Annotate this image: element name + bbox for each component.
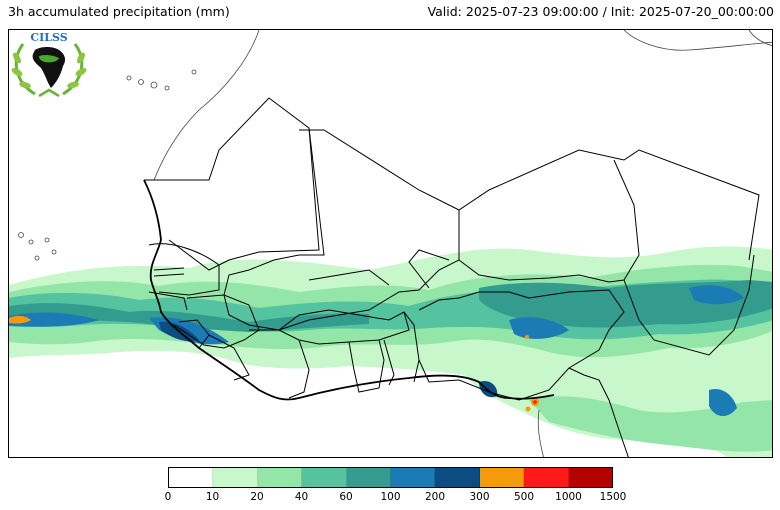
map-title: 3h accumulated precipitation (mm): [8, 4, 230, 19]
coastline-med-east: [748, 30, 772, 46]
sahel-highlight: [39, 54, 59, 63]
colorbar-tick-label: 60: [339, 491, 353, 503]
cape-verde-4: [34, 255, 40, 261]
precip-cell-niger-east: [689, 285, 744, 305]
coastline-cameroon-south: [537, 409, 544, 457]
cape-verde-3: [44, 237, 50, 243]
colorbar-swatch: [257, 468, 303, 487]
cape-verde-2: [28, 239, 34, 245]
border-algeria-south: [299, 129, 760, 261]
cilss-logo: CILSS: [11, 31, 87, 98]
precip-cell-offshore-west: [9, 315, 31, 324]
colorbar-swatch: [479, 468, 525, 487]
border-gambia: [153, 267, 185, 277]
border-sierra-leone: [178, 319, 210, 349]
coastlines: [18, 30, 772, 457]
colorbar-swatch: [169, 468, 214, 487]
canary-island-3: [150, 81, 158, 89]
valid-init-label: Valid: 2025-07-23 09:00:00 / Init: 2025-…: [427, 4, 774, 19]
canary-island-4: [164, 85, 170, 91]
colorbar-swatch: [524, 468, 569, 487]
border-senegal: [148, 243, 220, 296]
precip-cell-south: [529, 396, 772, 452]
border-guinea: [173, 294, 260, 349]
border-ivory-coast: [249, 329, 310, 399]
canary-island-5: [191, 69, 197, 75]
colorbar: [168, 467, 613, 488]
border-chad: [623, 254, 755, 356]
border-cameroon: [568, 367, 629, 457]
precip-peak-cameroon: [533, 400, 537, 404]
cape-verde-5: [51, 249, 57, 255]
colorbar-swatch: [213, 468, 258, 487]
laurel-leaves: [11, 52, 87, 89]
canary-island-2: [138, 79, 144, 85]
precip-cell-cameroon-2: [525, 406, 531, 412]
canary-island-1: [126, 75, 132, 81]
colorbar-tick-label: 1500: [599, 491, 627, 503]
colorbar-tick-label: 40: [294, 491, 309, 503]
colorbar-tick-label: 20: [250, 491, 264, 503]
coastline-north-east: [623, 30, 772, 51]
precipitation-map: CILSS: [8, 29, 773, 458]
colorbar-swatch: [391, 468, 436, 487]
colorbar-tick-label: 100: [380, 491, 401, 503]
border-togo-benin: [383, 311, 420, 386]
border-mali-inner: [308, 269, 390, 286]
precip-cell-coast-west: [9, 312, 99, 327]
precip-cell-chad-south: [709, 388, 737, 417]
country-borders: [144, 97, 760, 457]
colorbar-swatch: [568, 468, 613, 487]
border-niger-inner: [408, 249, 450, 289]
map-canvas: [9, 30, 772, 457]
colorbar-tick-label: 300: [469, 491, 490, 503]
precip-band-60-100: [9, 303, 369, 332]
colorbar-swatch: [302, 468, 347, 487]
ribbon: [38, 88, 60, 98]
colorbar-tick-label: 500: [513, 491, 535, 503]
colorbar-tick-labels: 0 10 20 40 60 100 200 300 500 1000 1500: [164, 491, 627, 505]
border-mali: [223, 127, 460, 331]
africa-silhouette: [32, 47, 66, 88]
colorbar-tick-label: 10: [205, 491, 220, 503]
colorbar-swatch: [435, 468, 480, 487]
border-nigeria: [418, 289, 625, 401]
coastline-northwest: [153, 30, 260, 181]
colorbar-tick-label: 1000: [555, 491, 582, 503]
colorbar-swatch: [346, 468, 392, 487]
cape-verde-1: [18, 232, 24, 238]
precipitation-fields: [9, 246, 772, 457]
border-ghana: [348, 339, 385, 393]
precip-cell-nigeria-core: [509, 317, 569, 339]
border-niger: [458, 159, 640, 283]
colorbar-tick-label: 0: [164, 491, 172, 503]
border-guinea-bissau: [148, 291, 188, 311]
logo-text: CILSS: [30, 31, 67, 44]
precip-cell-nigeria-peak: [525, 335, 529, 339]
colorbar-tick-label: 200: [424, 491, 446, 503]
coastline-gulf-of-guinea: [143, 179, 555, 401]
